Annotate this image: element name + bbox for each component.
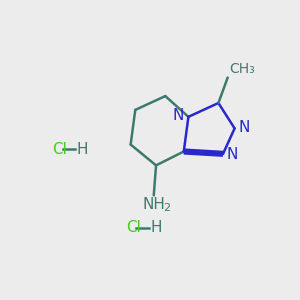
Text: H: H — [150, 220, 162, 235]
Text: N: N — [238, 120, 249, 135]
Text: Cl: Cl — [52, 142, 67, 157]
Text: CH₃: CH₃ — [229, 62, 255, 76]
Text: Cl: Cl — [126, 220, 141, 235]
Text: H: H — [76, 142, 88, 157]
Text: NH: NH — [142, 196, 165, 211]
Text: N: N — [226, 148, 238, 163]
Text: 2: 2 — [164, 203, 171, 214]
Text: N: N — [173, 108, 184, 123]
